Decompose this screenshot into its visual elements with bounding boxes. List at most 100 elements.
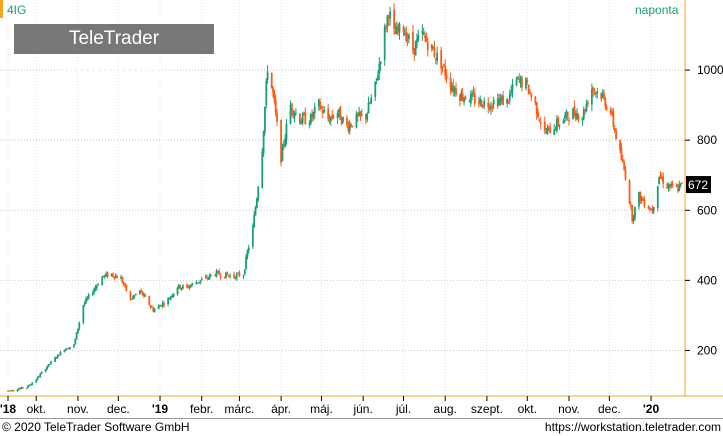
candle-body [487,102,490,108]
candle-body [103,275,106,278]
candle-body [413,48,416,55]
candle-body [36,376,39,380]
candle-body [188,286,191,288]
candle-body [339,106,342,121]
candle-body [473,94,476,104]
candle-body [629,204,632,206]
candle-body [247,247,250,251]
candle-body [216,271,219,273]
candle-body [634,206,636,219]
candle-body [46,366,48,370]
x-tick-label: dec. [107,402,130,416]
candle-body [671,183,674,186]
y-axis-ticks: 200 400 600 800 1000 [685,63,723,357]
candle-body [93,289,95,293]
candle-body [545,132,548,134]
x-tick-label: júl. [395,402,411,416]
candle-body [612,111,615,127]
candle-body [491,106,494,108]
footer: © 2020 TeleTrader Software GmbH https://… [0,418,723,436]
candle-body [621,159,624,162]
candle-body [389,11,391,19]
candle-body [66,348,69,350]
candle-body [566,111,569,119]
candle-body [329,116,332,122]
candle-body [17,388,20,391]
x-tick-label: dec. [598,402,621,416]
candle-body [113,276,116,279]
candle-body [56,354,59,358]
candle-body [581,118,584,121]
candle-body [225,272,227,279]
x-tick-label: márc. [224,402,254,416]
candle-body [176,287,179,295]
candle-body [215,270,218,277]
candle-body [539,122,542,124]
candle-body [546,128,549,135]
candle-body [257,187,260,200]
candle-body [605,106,608,110]
candle-body [8,390,11,392]
candle-body [171,295,174,297]
candle-body [638,192,640,207]
candle-body [374,81,377,97]
y-tick-label: 200 [697,343,717,357]
candle-body [199,280,202,283]
candle-body [668,184,671,188]
candle-body [266,71,269,80]
candle-body [412,32,414,51]
candle-body [351,125,354,127]
candle-body [555,119,558,131]
candle-body [116,275,118,279]
candle-body [289,104,292,124]
x-tick-label: máj. [310,402,333,416]
candle-body [521,77,523,88]
candle-body [677,188,679,192]
candle-body [229,275,231,277]
candle-body [421,31,424,34]
candle-body [488,106,491,110]
candle-body [543,121,546,131]
candle-body [87,294,90,298]
candle-body [284,138,287,147]
candle-body [425,35,428,42]
y-tick-label: 1000 [697,63,723,77]
candle-body [207,277,210,279]
watermark-logo: TeleTrader WorkStation [14,24,214,79]
candle-body [274,100,277,113]
candle-body [500,96,503,101]
candle-body [471,93,474,96]
candle-body [395,26,398,35]
candle-body [490,106,492,109]
candle-body [537,112,539,118]
candle-body [55,357,58,359]
candle-body [481,105,484,108]
copyright-text: © 2020 TeleTrader Software GmbH [2,420,190,434]
candle-body [615,130,617,139]
candle-body [110,273,113,277]
candle-body [477,101,480,104]
candle-body [67,348,70,350]
candle-body [255,198,258,208]
candle-body [660,177,663,179]
candle-body [445,74,448,79]
footer-url[interactable]: https://workstation.teletrader.com [544,420,721,434]
candle-body [603,92,605,98]
candles [7,3,683,392]
x-tick-label: jún. [352,402,372,416]
candle-body [31,382,34,385]
candle-body [656,186,659,208]
candle-body [9,390,12,392]
candle-body [161,302,164,307]
y-tick-label: 800 [697,133,717,147]
candle-body [449,77,452,90]
candle-body [355,113,358,128]
candle-body [584,109,587,112]
candle-body [27,385,30,388]
candle-body [624,169,627,180]
candle-body [85,298,87,303]
x-tick-label: '20 [643,402,660,416]
candle-body [242,275,245,277]
candle-body [39,373,42,377]
candle-body [64,348,67,351]
